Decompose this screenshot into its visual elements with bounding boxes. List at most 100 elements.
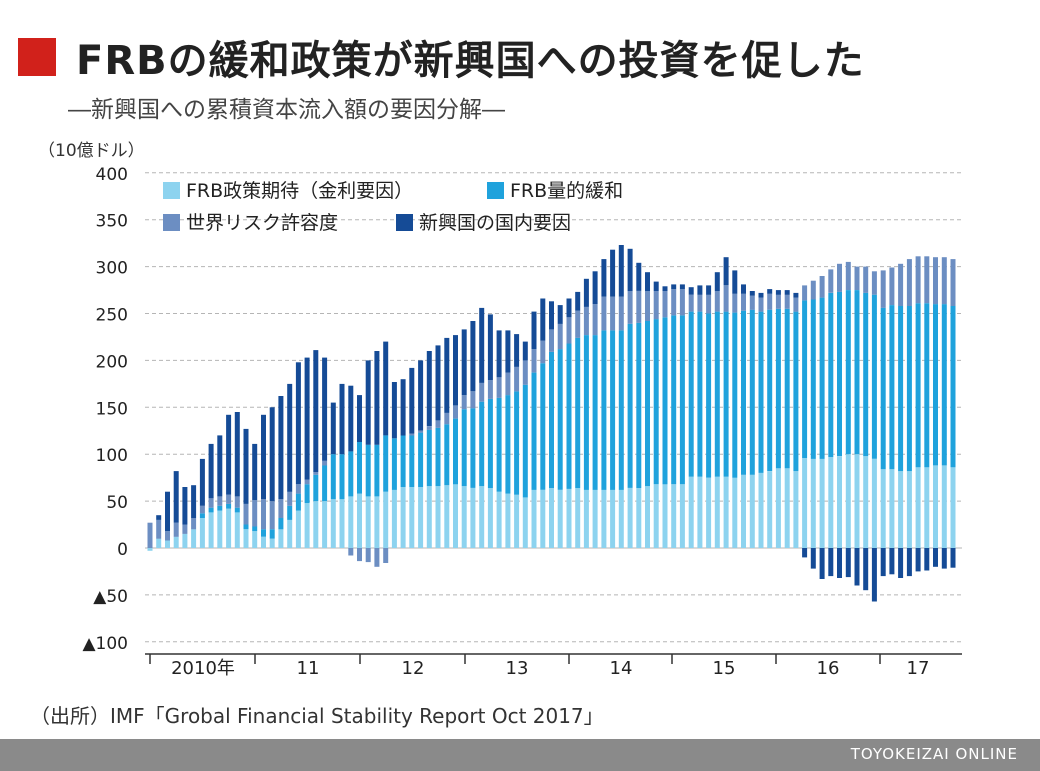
bar-segment: [374, 548, 380, 567]
bar-segment: [749, 291, 755, 296]
bar-segment: [313, 474, 319, 502]
bar-segment: [732, 477, 738, 548]
bar-segment: [592, 304, 598, 336]
bar-segment: [487, 314, 493, 381]
bar-segment: [365, 548, 371, 563]
bar-segment: [409, 367, 415, 434]
bar-segment: [287, 383, 293, 492]
bar-segment: [714, 476, 720, 548]
bar-segment: [226, 508, 232, 548]
bar-segment: [295, 484, 301, 494]
bar-segment: [924, 548, 930, 571]
bar-segment: [226, 494, 232, 504]
bar-segment: [418, 430, 424, 433]
bar-segment: [636, 488, 642, 548]
bar-segment: [339, 454, 345, 500]
y-tick-label: 250: [96, 306, 128, 326]
bar-segment: [243, 524, 249, 530]
bar-segment: [915, 548, 921, 572]
bar-segment: [758, 311, 764, 473]
bar-segment: [802, 548, 808, 558]
bar-segment: [618, 489, 624, 548]
bar-segment: [618, 330, 624, 490]
bar-segment: [863, 266, 869, 293]
bar-segment: [810, 458, 816, 548]
bar-segment: [435, 486, 441, 548]
bar-segment: [627, 248, 633, 291]
legend-swatch: [396, 214, 413, 231]
bar-segment: [915, 256, 921, 304]
bar-segment: [688, 476, 694, 548]
bar-segment: [566, 343, 572, 489]
bar-segment: [461, 329, 467, 396]
bar-segment: [601, 259, 607, 297]
bar-segment: [784, 294, 790, 309]
bar-segment: [453, 405, 458, 419]
bar-segment: [348, 548, 354, 556]
bar-segment: [863, 292, 869, 457]
bar-segment: [304, 357, 310, 480]
bar-segment: [723, 257, 729, 286]
bar-segment: [304, 484, 310, 503]
bar-segment: [924, 303, 930, 468]
bar-segment: [348, 496, 354, 548]
bar-segment: [775, 308, 781, 469]
bar-segment: [409, 487, 415, 548]
bar-segment: [714, 311, 720, 477]
bar-segment: [418, 487, 424, 548]
bar-segment: [854, 454, 860, 548]
bar-segment: [557, 323, 563, 350]
bar-segment: [383, 548, 389, 563]
bar-segment: [627, 291, 633, 324]
bar-segment: [461, 486, 467, 548]
bar-segment: [898, 263, 904, 306]
bar-segment: [522, 341, 528, 361]
bar-segment: [662, 317, 668, 485]
bar-segment: [950, 306, 956, 468]
bar-segment: [583, 489, 589, 548]
bar-segment: [575, 291, 581, 311]
bar-segment: [348, 451, 354, 497]
bar-segment: [933, 465, 938, 548]
bar-segment: [653, 291, 659, 320]
bar-segment: [933, 257, 938, 305]
bar-segment: [173, 471, 179, 523]
bar-segment: [217, 510, 223, 548]
bar-segment: [837, 291, 842, 456]
bar-segment: [950, 259, 956, 306]
bar-segment: [645, 486, 650, 548]
bar-segment: [313, 501, 319, 548]
bar-segment: [723, 285, 729, 312]
bar-segment: [941, 548, 947, 569]
bar-segment: [618, 296, 624, 331]
bar-segment: [278, 396, 284, 500]
bar-segment: [540, 340, 546, 364]
bar-segment: [706, 477, 712, 548]
bar-segment: [322, 357, 328, 461]
bar-segment: [261, 536, 266, 548]
bar-segment: [889, 469, 895, 548]
bar-segment: [688, 311, 694, 477]
bar-segment: [610, 330, 616, 490]
bar-segment: [479, 307, 485, 383]
bar-segment: [575, 310, 581, 338]
bar-segment: [906, 548, 912, 577]
bar-segment: [505, 493, 511, 548]
bar-segment: [313, 472, 319, 475]
bar-segment: [444, 485, 450, 548]
bar-segment: [697, 285, 703, 295]
bar-segment: [165, 531, 170, 541]
bar-segment: [182, 533, 188, 548]
bar-segment: [549, 488, 554, 548]
bar-segment: [261, 414, 266, 500]
bar-segment: [217, 496, 223, 506]
bar-segment: [645, 291, 650, 321]
y-tick-label: 200: [96, 352, 128, 372]
bar-segment: [496, 397, 502, 492]
bar-segment: [426, 351, 432, 426]
bar-segment: [217, 505, 223, 511]
bar-segment: [767, 293, 773, 310]
bar-segment: [374, 351, 380, 445]
bar-segment: [741, 310, 746, 475]
bar-segment: [531, 372, 537, 490]
